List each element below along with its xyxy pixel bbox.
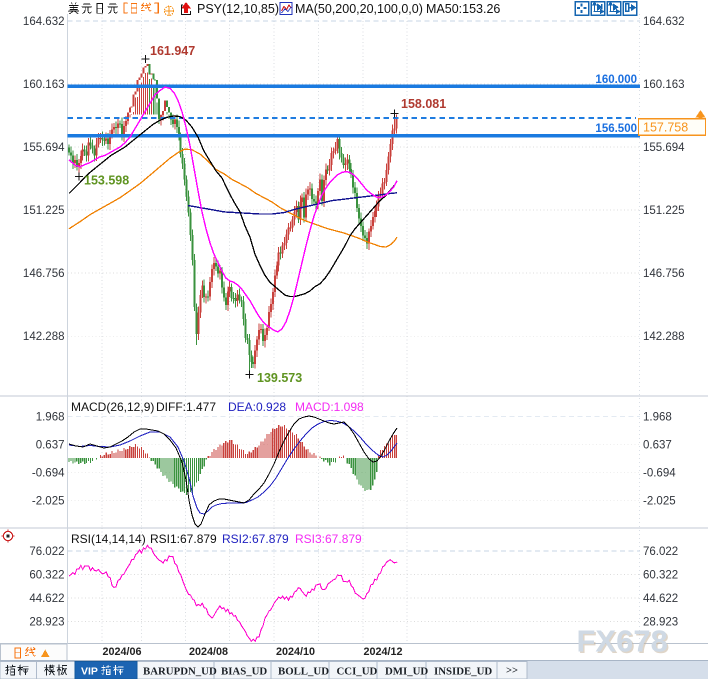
- svg-text:DEA:0.928: DEA:0.928: [228, 400, 286, 414]
- svg-text:FX678: FX678: [577, 624, 668, 659]
- svg-text:RSI3:67.879: RSI3:67.879: [295, 532, 362, 546]
- svg-text:PSY(12,10,85): PSY(12,10,85): [197, 2, 279, 16]
- svg-text:INSIDE_UD: INSIDE_UD: [434, 666, 492, 678]
- svg-text:-2.025: -2.025: [643, 496, 676, 508]
- svg-text:MACD(26,12,9): MACD(26,12,9): [71, 400, 154, 414]
- svg-text:0.637: 0.637: [643, 440, 672, 452]
- svg-text:BARUPDN_UD: BARUPDN_UD: [143, 666, 217, 678]
- svg-text:2024/06: 2024/06: [103, 646, 142, 658]
- svg-text:2024/12: 2024/12: [364, 646, 403, 658]
- svg-text:153.598: 153.598: [84, 174, 129, 188]
- svg-text:156.500: 156.500: [595, 123, 637, 135]
- svg-text:155.694: 155.694: [643, 142, 685, 154]
- svg-text:160.163: 160.163: [23, 79, 65, 91]
- svg-text:146.756: 146.756: [23, 268, 65, 280]
- svg-text:FX678: FX678: [578, 625, 669, 660]
- svg-text:146.756: 146.756: [643, 268, 685, 280]
- svg-text:VIP: VIP: [81, 666, 98, 678]
- svg-text:142.288: 142.288: [643, 331, 685, 343]
- svg-text:164.632: 164.632: [643, 16, 685, 28]
- svg-text:-2.025: -2.025: [32, 496, 65, 508]
- svg-text:0.637: 0.637: [36, 440, 65, 452]
- svg-text:DMI_UD: DMI_UD: [385, 666, 428, 678]
- svg-text:RSI1:67.879: RSI1:67.879: [150, 532, 217, 546]
- svg-text:44.622: 44.622: [29, 593, 64, 605]
- svg-text:155.694: 155.694: [23, 142, 65, 154]
- svg-text:151.225: 151.225: [23, 205, 65, 217]
- svg-text:BOLL_UD: BOLL_UD: [278, 666, 329, 678]
- svg-text:142.288: 142.288: [23, 331, 65, 343]
- svg-text:158.081: 158.081: [401, 97, 446, 111]
- svg-text:157.758: 157.758: [643, 121, 688, 135]
- svg-text:164.632: 164.632: [23, 16, 65, 28]
- svg-text:160.163: 160.163: [643, 79, 685, 91]
- svg-text:160.000: 160.000: [595, 74, 637, 86]
- svg-text:1.968: 1.968: [36, 412, 65, 424]
- svg-text:139.573: 139.573: [257, 371, 302, 385]
- svg-text:-0.694: -0.694: [32, 468, 65, 480]
- svg-text:>>: >>: [506, 666, 518, 677]
- svg-text:28.923: 28.923: [29, 616, 64, 628]
- svg-text:2024/10: 2024/10: [276, 646, 315, 658]
- svg-text:28.923: 28.923: [643, 616, 678, 628]
- svg-text:60.322: 60.322: [643, 569, 678, 581]
- svg-text:76.022: 76.022: [643, 546, 678, 558]
- svg-text:2024/08: 2024/08: [189, 646, 228, 658]
- svg-text:MA(50,200,20,100,0,0): MA(50,200,20,100,0,0): [295, 2, 423, 16]
- svg-text:44.622: 44.622: [643, 593, 678, 605]
- svg-text:161.947: 161.947: [150, 44, 195, 58]
- svg-text:60.322: 60.322: [29, 569, 64, 581]
- svg-text:DIFF:1.477: DIFF:1.477: [156, 400, 216, 414]
- svg-text:MACD:1.098: MACD:1.098: [295, 400, 364, 414]
- svg-text:MA50:153.26: MA50:153.26: [426, 2, 500, 16]
- svg-text:1.968: 1.968: [643, 412, 672, 424]
- svg-text:RSI(14,14,14): RSI(14,14,14): [71, 532, 146, 546]
- svg-text:BIAS_UD: BIAS_UD: [221, 666, 267, 678]
- svg-text:-0.694: -0.694: [643, 468, 676, 480]
- svg-text:RSI2:67.879: RSI2:67.879: [222, 532, 289, 546]
- svg-text:151.225: 151.225: [643, 205, 685, 217]
- svg-text:76.022: 76.022: [29, 546, 64, 558]
- svg-text:CCI_UD: CCI_UD: [337, 666, 378, 678]
